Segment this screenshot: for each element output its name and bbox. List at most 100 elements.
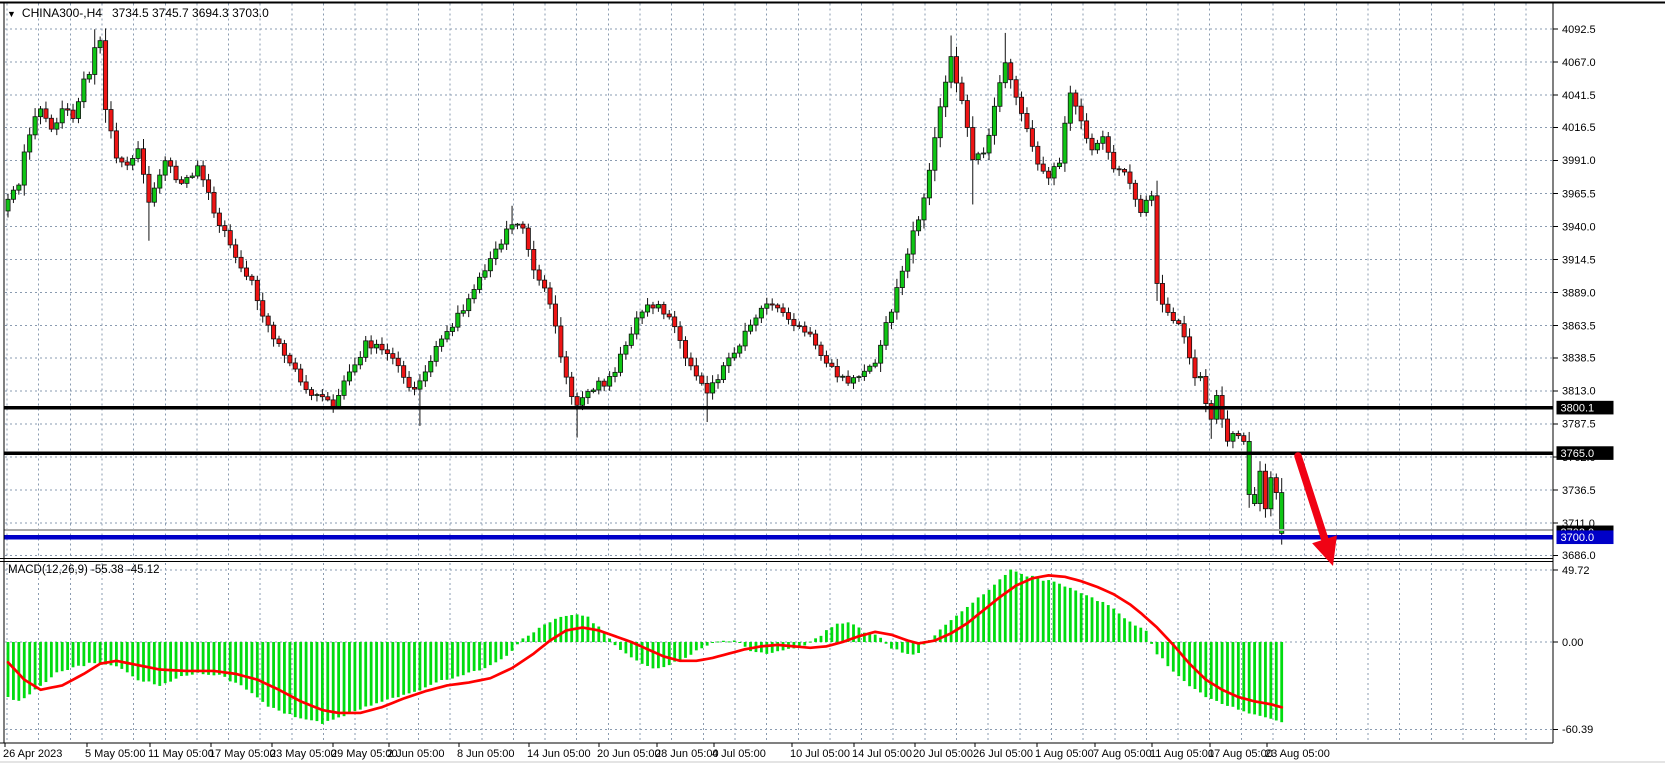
ohlc-values: 3734.5 3745.7 3694.3 3703.0	[111, 6, 269, 20]
price-axis-label: 3991.0	[1562, 155, 1596, 167]
price-axis-label: 3863.5	[1562, 320, 1596, 332]
macd-histogram-bar	[1009, 569, 1013, 642]
macd-histogram-bar	[499, 642, 503, 660]
candle-bearish	[672, 316, 678, 328]
macd-histogram-bar	[1220, 642, 1224, 704]
candle-bullish	[715, 379, 721, 384]
macd-histogram-bar	[337, 642, 341, 718]
candle-bearish	[1208, 403, 1214, 420]
candle-bearish	[780, 307, 786, 313]
candle-bearish	[1273, 477, 1279, 493]
macd-histogram-bar	[299, 642, 303, 719]
macd-histogram-bar	[879, 637, 883, 642]
candle-bearish	[401, 365, 407, 378]
macd-histogram-bar	[71, 642, 75, 668]
candle-bearish	[677, 326, 683, 341]
macd-histogram-bar	[1128, 621, 1132, 642]
candle-bullish	[130, 158, 136, 166]
macd-histogram-bar	[33, 642, 37, 690]
candle-bearish	[558, 325, 564, 358]
trend-arrow-head[interactable]	[1312, 535, 1337, 566]
candle-bearish	[43, 108, 49, 119]
macd-histogram-bar	[331, 642, 335, 720]
candle-bullish	[1051, 166, 1057, 179]
candle-bearish	[520, 223, 526, 229]
macd-histogram-bar	[1085, 595, 1088, 642]
candle-bullish	[612, 371, 618, 377]
macd-histogram-bar	[55, 642, 59, 673]
candle-bullish	[336, 395, 342, 407]
candle-bearish	[1203, 376, 1209, 404]
candle-bearish	[260, 300, 266, 317]
price-axis-label: 4041.5	[1562, 90, 1596, 102]
macd-histogram-bar	[1242, 642, 1246, 712]
candle-bearish	[390, 353, 396, 359]
price-axis-label: 3813.0	[1562, 386, 1596, 398]
macd-histogram-bar	[1231, 642, 1235, 707]
candle-bullish	[1252, 494, 1258, 504]
macd-histogram-bar	[830, 627, 834, 642]
candle-bullish	[948, 56, 954, 83]
candle-bullish	[916, 219, 922, 232]
candle-bullish	[764, 303, 770, 309]
candle-bearish	[1262, 470, 1268, 510]
macd-histogram-bar	[662, 642, 666, 668]
macd-histogram-bar	[234, 642, 238, 683]
price-axis[interactable]: 4092.5 4067.0 4041.5 4016.5 3991.0 3965.5 3940…	[1553, 24, 1614, 562]
candle-bullish	[81, 78, 87, 103]
candle-bearish	[563, 356, 569, 378]
macd-axis[interactable]: 49.72 0.00 -60.39	[1553, 565, 1593, 736]
macd-histogram-bar	[1036, 577, 1040, 642]
candle-bearish	[650, 304, 656, 309]
macd-histogram-bar	[440, 642, 443, 680]
candlestick-series	[5, 28, 1285, 545]
candle-bullish	[856, 376, 862, 379]
macd-histogram-bar	[429, 642, 433, 685]
macd-histogram-bar	[358, 642, 362, 710]
candle-bearish	[1192, 357, 1198, 379]
candle-bearish	[1132, 182, 1138, 200]
macd-histogram-bar	[494, 642, 498, 663]
candle-bullish	[449, 326, 455, 332]
symbol-period-label: CHINA300-,H4	[21, 6, 102, 20]
macd-histogram-bar	[1106, 605, 1110, 642]
candle-bullish	[883, 322, 889, 346]
macd-signal-line	[6, 574, 1284, 715]
time-axis-label: 14 Jul 05:00	[852, 748, 912, 760]
candle-bearish	[1116, 168, 1122, 171]
macd-histogram-bar	[1014, 571, 1018, 642]
trend-arrow-shaft[interactable]	[1294, 452, 1330, 547]
macd-histogram-bar	[814, 638, 817, 642]
hline-support-3765[interactable]	[4, 451, 1553, 455]
candle-bearish	[536, 269, 542, 281]
trend-arrow[interactable]	[1294, 452, 1337, 566]
macd-histogram-bar	[987, 589, 991, 642]
macd-histogram-bar	[1117, 613, 1121, 642]
candle-bullish	[634, 317, 640, 335]
candle-bearish	[309, 389, 315, 396]
candle-bearish	[818, 344, 824, 356]
candle-bullish	[861, 370, 867, 377]
hline-prior-close-line[interactable]	[4, 529, 1553, 532]
candle-bearish	[65, 108, 71, 111]
candle-bearish	[1013, 79, 1019, 98]
macd-histogram-bar	[142, 642, 145, 682]
macd-histogram-bar	[304, 642, 308, 720]
hline-resistance-3800[interactable]	[4, 405, 1553, 410]
macd-indicator-label: MACD(12,26,9) -55.38 -45.12	[8, 564, 160, 576]
symbol-dropdown-icon[interactable]: ▼	[7, 9, 16, 19]
candle-bullish	[596, 380, 602, 391]
macd-histogram-bar	[266, 642, 270, 707]
candle-bearish	[1181, 323, 1187, 338]
macd-histogram-bar	[635, 642, 639, 661]
candle-bullish	[1002, 62, 1008, 84]
macd-histogram-bar	[185, 642, 189, 676]
candle-bearish	[276, 338, 282, 344]
hline-support-3700[interactable]	[4, 535, 1553, 540]
price-badge-label: 3765.0	[1561, 448, 1595, 460]
macd-histogram-bar	[320, 642, 324, 724]
candle-bearish	[265, 315, 271, 326]
candle-bearish	[249, 275, 255, 281]
